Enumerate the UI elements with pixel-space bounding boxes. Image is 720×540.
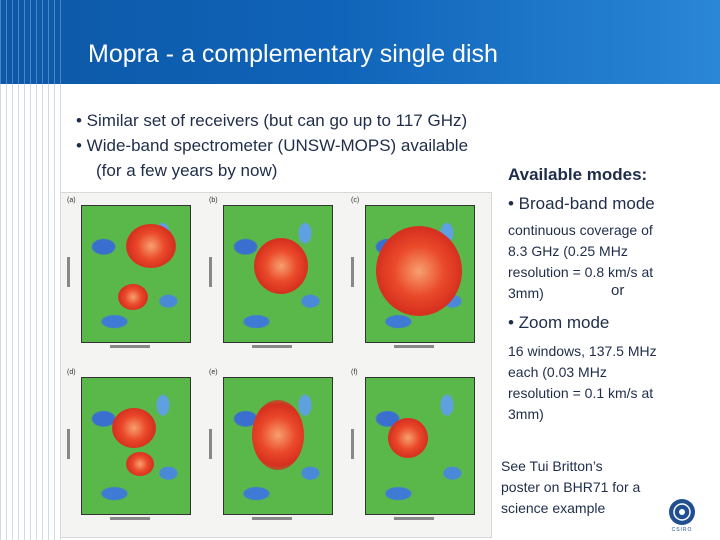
axis-label-mark — [252, 345, 292, 348]
description-line: 16 windows, 137.5 MHz — [508, 343, 657, 359]
map-panel-c: (c) — [349, 197, 481, 353]
emission-blob — [388, 418, 428, 458]
bullet-list: • Similar set of receivers (but can go u… — [76, 108, 596, 183]
modes-heading: Available modes: — [508, 165, 648, 184]
bullet-spectrometer: • Wide-band spectrometer (UNSW-MOPS) ava… — [76, 136, 469, 155]
description-line: resolution = 0.8 km/s at — [508, 264, 654, 280]
axis-label-mark — [67, 257, 70, 287]
slide-title: Mopra - a complementary single dish — [88, 40, 498, 68]
reference-line: See Tui Britton’s — [501, 458, 603, 474]
panel-tag: (f) — [351, 369, 358, 376]
csiro-logo-icon — [669, 499, 695, 525]
map-panel-f: (f) — [349, 369, 481, 525]
map-panel-d: (d) — [65, 369, 197, 525]
map-plate — [81, 205, 191, 343]
axis-label-mark — [110, 517, 150, 520]
description-line: resolution = 0.1 km/s at — [508, 385, 654, 401]
bullet-spectrometer-continued: (for a few years by now) — [96, 161, 278, 180]
axis-label-mark — [252, 517, 292, 520]
panel-tag: (d) — [67, 369, 76, 376]
map-plate — [81, 377, 191, 515]
reference-line: poster on BHR71 for a — [501, 479, 641, 495]
or-connector: or — [611, 282, 625, 299]
panel-tag: (c) — [351, 197, 360, 204]
map-plate — [223, 377, 333, 515]
description-line: 8.3 GHz (0.25 MHz — [508, 243, 628, 259]
emission-blob — [126, 224, 176, 268]
intensity-maps-figure: (a) (b) (c) (d) (e) — [60, 192, 492, 538]
emission-blob — [376, 226, 462, 316]
reference-note: See Tui Britton’s poster on BHR71 for a … — [501, 456, 691, 519]
emission-blob — [254, 238, 308, 294]
decorative-lines — [0, 0, 66, 84]
axis-label-mark — [209, 429, 212, 459]
reference-line: science example — [501, 500, 606, 516]
map-plate — [365, 205, 475, 343]
axis-label-mark — [110, 345, 150, 348]
emission-blob — [126, 452, 154, 476]
emission-blob — [118, 284, 148, 310]
emission-blob — [252, 400, 304, 470]
logo-text: CSIRO — [671, 527, 693, 533]
broadband-mode-description: continuous coverage of 8.3 GHz (0.25 MHz… — [508, 220, 653, 304]
panel-tag: (e) — [209, 369, 218, 376]
axis-label-mark — [351, 429, 354, 459]
axis-label-mark — [209, 257, 212, 287]
axis-label-mark — [67, 429, 70, 459]
panel-tag: (a) — [67, 197, 76, 204]
broadband-mode-label: • Broad-band mode — [508, 194, 655, 213]
map-panel-a: (a) — [65, 197, 197, 353]
axis-label-mark — [394, 517, 434, 520]
description-line: each (0.03 MHz — [508, 364, 607, 380]
axis-label-mark — [394, 345, 434, 348]
map-panel-b: (b) — [207, 197, 339, 353]
title-bar: Mopra - a complementary single dish — [0, 0, 720, 84]
description-line: continuous coverage of — [508, 222, 653, 238]
side-decorative-lines — [0, 84, 62, 540]
map-plate — [223, 205, 333, 343]
zoom-mode-description: 16 windows, 137.5 MHz each (0.03 MHz res… — [508, 341, 657, 425]
map-plate — [365, 377, 475, 515]
map-panel-e: (e) — [207, 369, 339, 525]
emission-blob — [112, 408, 156, 448]
axis-label-mark — [351, 257, 354, 287]
bullet-receivers: • Similar set of receivers (but can go u… — [76, 111, 468, 130]
panel-tag: (b) — [209, 197, 218, 204]
zoom-mode-label: • Zoom mode — [508, 313, 610, 332]
description-line: 3mm) — [508, 406, 544, 422]
description-line: 3mm) — [508, 285, 544, 301]
